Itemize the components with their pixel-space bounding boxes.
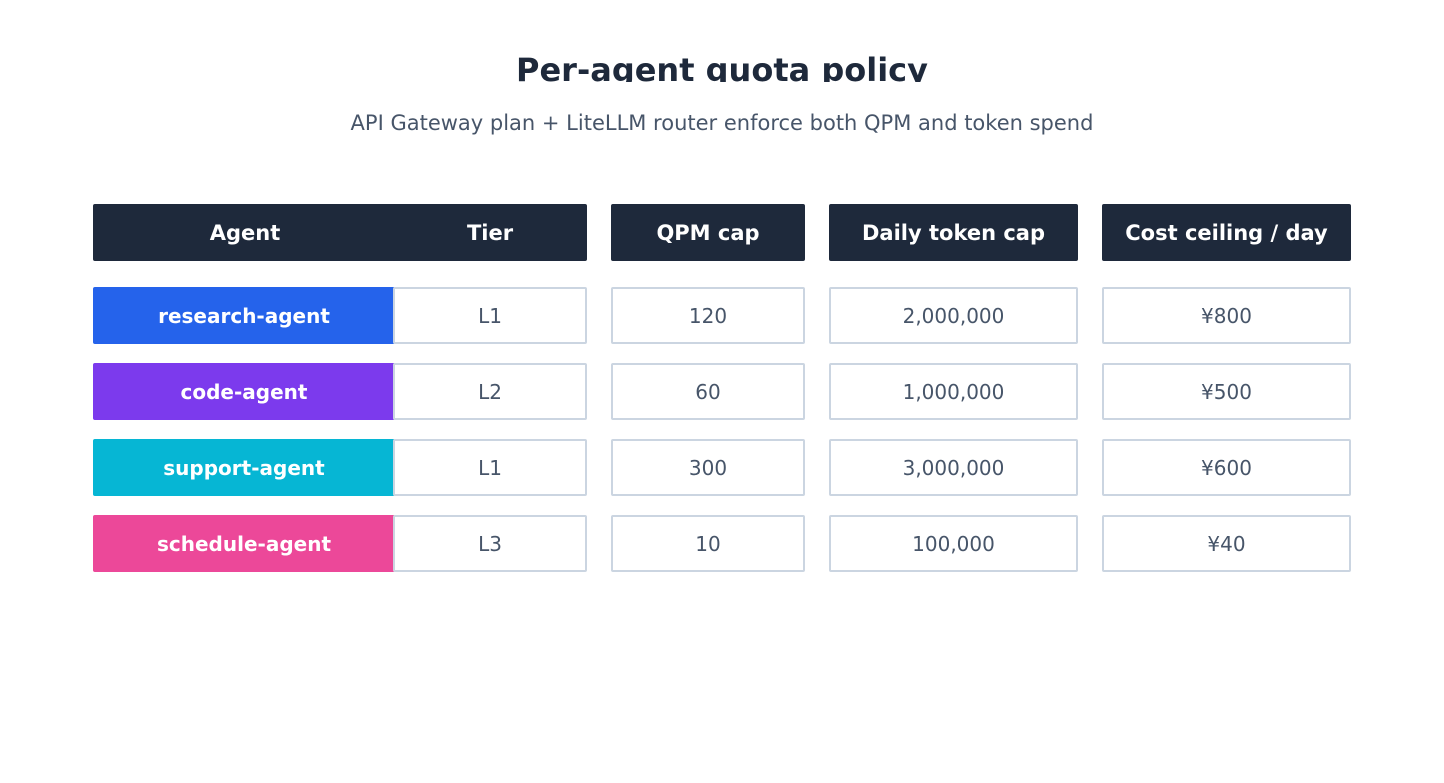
agent-label: code-agent bbox=[93, 363, 395, 420]
qpm-cell: 300 bbox=[611, 439, 805, 496]
page-title: Per-agent quota policy bbox=[516, 51, 928, 82]
header-cost-ceiling: Cost ceiling / day bbox=[1102, 204, 1351, 261]
header-daily-token-cap: Daily token cap bbox=[829, 204, 1078, 261]
tier-cell: L1 bbox=[393, 439, 587, 496]
page-subtitle: API Gateway plan + LiteLLM router enforc… bbox=[350, 111, 1094, 135]
tier-cell: L1 bbox=[393, 287, 587, 344]
token-cap-cell: 3,000,000 bbox=[829, 439, 1078, 496]
tier-cell: L2 bbox=[393, 363, 587, 420]
qpm-cell: 60 bbox=[611, 363, 805, 420]
agent-label: research-agent bbox=[93, 287, 395, 344]
qpm-cell: 10 bbox=[611, 515, 805, 572]
qpm-cell: 120 bbox=[611, 287, 805, 344]
tier-cell: L3 bbox=[393, 515, 587, 572]
token-cap-cell: 2,000,000 bbox=[829, 287, 1078, 344]
header-tier: Tier bbox=[393, 204, 587, 261]
title-area: Per-agent quota policy bbox=[0, 40, 1444, 82]
header-qpm-cap: QPM cap bbox=[611, 204, 805, 261]
header-agent: Agent bbox=[93, 204, 397, 261]
cost-ceiling-cell: ¥40 bbox=[1102, 515, 1351, 572]
cost-ceiling-cell: ¥800 bbox=[1102, 287, 1351, 344]
agent-label: support-agent bbox=[93, 439, 395, 496]
cost-ceiling-cell: ¥500 bbox=[1102, 363, 1351, 420]
cost-ceiling-cell: ¥600 bbox=[1102, 439, 1351, 496]
agent-label: schedule-agent bbox=[93, 515, 395, 572]
token-cap-cell: 100,000 bbox=[829, 515, 1078, 572]
token-cap-cell: 1,000,000 bbox=[829, 363, 1078, 420]
